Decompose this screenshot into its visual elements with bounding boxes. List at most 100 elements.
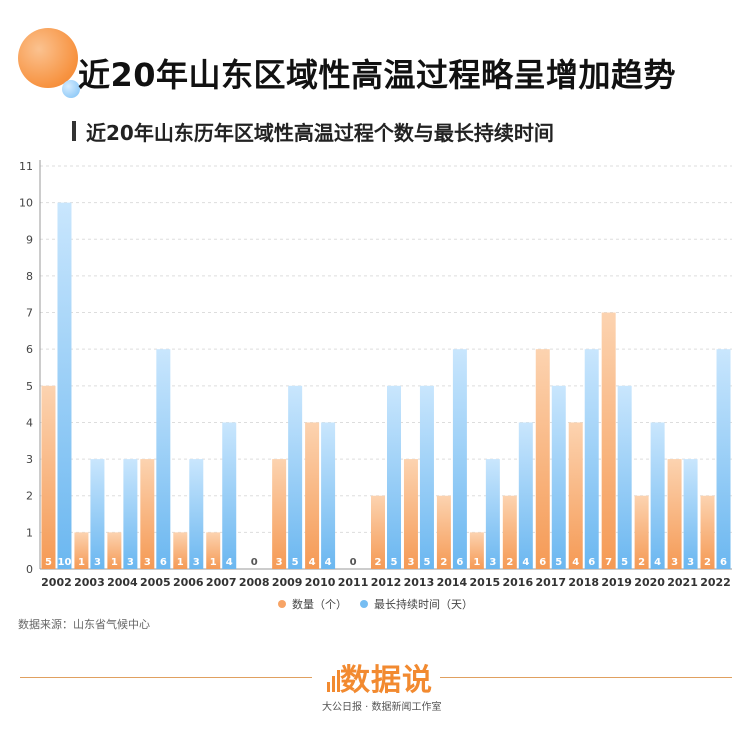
bar-count bbox=[107, 532, 122, 569]
bar-value-label: 1 bbox=[177, 557, 184, 568]
subtitle-marker bbox=[72, 121, 76, 141]
bar-count bbox=[173, 532, 188, 569]
x-tick-label: 2015 bbox=[470, 576, 501, 589]
x-tick-label: 2013 bbox=[404, 576, 435, 589]
bar-value-label: 4 bbox=[522, 557, 529, 568]
bar-value-label: 3 bbox=[407, 557, 414, 568]
bar-value-label: 3 bbox=[489, 557, 496, 568]
y-tick-label: 2 bbox=[26, 490, 33, 503]
bar-value-label: 4 bbox=[325, 557, 332, 568]
bar-count bbox=[305, 422, 320, 569]
y-tick-label: 7 bbox=[26, 307, 33, 320]
x-tick-label: 2004 bbox=[107, 576, 138, 589]
bar-value-label: 1 bbox=[78, 557, 85, 568]
bar-count bbox=[272, 459, 287, 569]
bar-value-label: 2 bbox=[440, 557, 447, 568]
bar-duration bbox=[683, 459, 698, 569]
bar-value-label: 4 bbox=[226, 557, 233, 568]
bar-value-label: 3 bbox=[687, 557, 694, 568]
footer-divider-right bbox=[440, 677, 732, 678]
y-tick-label: 4 bbox=[26, 416, 33, 429]
x-tick-label: 2019 bbox=[601, 576, 632, 589]
bar-value-label: 6 bbox=[539, 557, 546, 568]
decor-orange-circle bbox=[18, 28, 78, 88]
bar-value-label: 3 bbox=[276, 557, 283, 568]
bar-value-label: 6 bbox=[456, 557, 463, 568]
bar-count bbox=[403, 459, 418, 569]
bar-value-label: 5 bbox=[423, 557, 430, 568]
bar-duration bbox=[551, 385, 566, 569]
y-tick-label: 5 bbox=[26, 380, 33, 393]
logo-bars-icon bbox=[327, 670, 343, 692]
bar-value-label: 5 bbox=[292, 557, 299, 568]
legend-swatch bbox=[360, 600, 368, 608]
bar-duration bbox=[57, 202, 72, 570]
x-tick-label: 2010 bbox=[305, 576, 336, 589]
bar-duration bbox=[321, 422, 336, 569]
bar-value-label: 0 bbox=[251, 557, 258, 568]
bar-duration bbox=[419, 385, 434, 569]
x-tick-label: 2016 bbox=[502, 576, 533, 589]
x-tick-label: 2020 bbox=[634, 576, 665, 589]
bar-value-label: 3 bbox=[671, 557, 678, 568]
x-tick-label: 2014 bbox=[437, 576, 468, 589]
bar-count bbox=[469, 532, 484, 569]
bar-value-label: 4 bbox=[572, 557, 579, 568]
bar-value-label: 5 bbox=[391, 557, 398, 568]
bar-value-label: 5 bbox=[45, 557, 52, 568]
bar-value-label: 5 bbox=[555, 557, 562, 568]
bar-duration bbox=[90, 459, 105, 569]
bar-count bbox=[502, 495, 517, 569]
bar-duration bbox=[716, 349, 731, 569]
bar-count bbox=[667, 459, 682, 569]
bar-value-label: 3 bbox=[144, 557, 151, 568]
x-tick-label: 2003 bbox=[74, 576, 105, 589]
page-title: 近20年山东区域性高温过程略呈增加趋势 bbox=[78, 56, 677, 94]
x-tick-label: 2008 bbox=[239, 576, 270, 589]
bar-value-label: 2 bbox=[506, 557, 513, 568]
x-tick-label: 2006 bbox=[173, 576, 204, 589]
bar-value-label: 7 bbox=[605, 557, 612, 568]
bar-value-label: 2 bbox=[638, 557, 645, 568]
bar-count bbox=[601, 312, 616, 569]
y-tick-label: 6 bbox=[26, 343, 33, 356]
bar-duration bbox=[156, 349, 171, 569]
logo-subtitle: 大公日报 · 数据新闻工作室 bbox=[322, 702, 442, 713]
x-tick-label: 2012 bbox=[371, 576, 402, 589]
bar-value-label: 0 bbox=[350, 557, 357, 568]
bar-value-label: 3 bbox=[193, 557, 200, 568]
legend-swatch bbox=[278, 600, 286, 608]
x-tick-label: 2002 bbox=[41, 576, 72, 589]
x-tick-label: 2011 bbox=[338, 576, 369, 589]
bar-count bbox=[436, 495, 451, 569]
y-tick-label: 3 bbox=[26, 453, 33, 466]
chart-legend: 数量（个） 最长持续时间（天） bbox=[278, 597, 473, 611]
bar-duration bbox=[485, 459, 500, 569]
bar-count bbox=[634, 495, 649, 569]
bar-count bbox=[371, 495, 385, 569]
x-tick-label: 2005 bbox=[140, 576, 171, 589]
bar-duration bbox=[189, 459, 204, 569]
x-tick-label: 2009 bbox=[272, 576, 303, 589]
bar-value-label: 10 bbox=[58, 557, 72, 568]
bar-count bbox=[74, 532, 89, 569]
bar-count bbox=[535, 349, 550, 569]
bar-value-label: 4 bbox=[654, 557, 661, 568]
bar-value-label: 6 bbox=[160, 557, 167, 568]
footer-divider-left bbox=[20, 677, 312, 678]
bar-duration bbox=[518, 422, 533, 569]
decor-blue-dot bbox=[62, 80, 80, 98]
y-tick-label: 8 bbox=[26, 270, 33, 283]
logo-text: 数据说 bbox=[340, 663, 433, 698]
data-source: 数据来源：山东省气候中心 bbox=[18, 618, 150, 631]
bar-value-label: 1 bbox=[473, 557, 480, 568]
legend-label: 最长持续时间（天） bbox=[374, 597, 473, 611]
bar-count bbox=[700, 495, 715, 569]
bar-value-label: 2 bbox=[704, 557, 711, 568]
y-tick-label: 10 bbox=[19, 197, 33, 210]
bar-duration bbox=[387, 385, 401, 569]
bar-value-label: 3 bbox=[127, 557, 134, 568]
y-tick-label: 1 bbox=[26, 526, 33, 539]
chart-subtitle: 近20年山东历年区域性高温过程个数与最长持续时间 bbox=[86, 121, 554, 145]
